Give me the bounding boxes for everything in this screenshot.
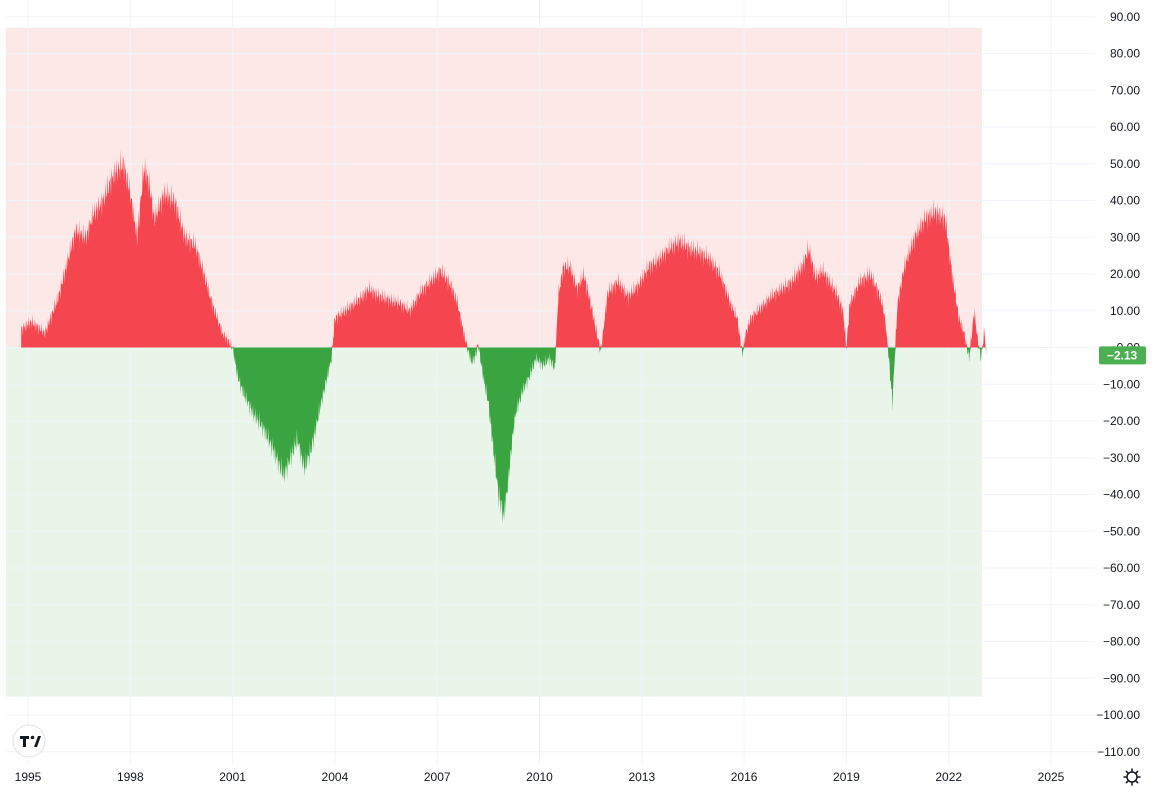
x-tick-label: 2016 [731,770,758,784]
series-positive-area [21,149,987,348]
last-value-label: −2.13 [1107,348,1138,362]
tradingview-logo[interactable] [12,724,46,758]
y-tick-label: −10.00 [1103,377,1140,391]
last-value-marker: −2.13 [1099,346,1146,365]
x-tick-label: 2019 [833,770,860,784]
x-tick-label: 2001 [219,770,246,784]
x-tick-label: 1995 [15,770,42,784]
y-axis: 90.00 80.00 70.00 60.00 50.00 40.00 30.00 20.00… [1096,10,1140,759]
y-tick-label: 30.00 [1110,230,1140,244]
y-tick-label: −30.00 [1103,451,1140,465]
y-tick-label: 40.00 [1110,194,1140,208]
plot-area [21,149,987,525]
y-tick-label: 50.00 [1110,157,1140,171]
x-tick-label: 2010 [526,770,553,784]
y-tick-label: 70.00 [1110,83,1140,97]
x-tick-label: 2025 [1038,770,1065,784]
y-tick-label: −60.00 [1103,561,1140,575]
y-tick-label: −100.00 [1096,708,1140,722]
series-negative-area [21,347,987,525]
y-tick-label: −90.00 [1103,671,1140,685]
y-tick-label: −50.00 [1103,524,1140,538]
y-tick-label: −70.00 [1103,598,1140,612]
y-tick-label: 90.00 [1110,10,1140,24]
y-tick-label: 10.00 [1110,304,1140,318]
y-tick-label: −20.00 [1103,414,1140,428]
y-tick-label: 60.00 [1110,120,1140,134]
y-tick-label: −110.00 [1097,745,1140,759]
y-tick-label: −40.00 [1103,488,1140,502]
y-tick-label: 80.00 [1110,47,1140,61]
gear-icon[interactable] [1123,768,1141,786]
x-axis: 1995 1998 2001 2004 2007 2010 2013 2016 2019 2022… [15,770,1065,784]
x-tick-label: 1998 [117,770,144,784]
x-tick-label: 2004 [322,770,349,784]
y-tick-label: −80.00 [1103,635,1140,649]
y-tick-label: 20.00 [1110,267,1140,281]
last-value-badge [1099,346,1146,365]
x-tick-label: 2013 [628,770,655,784]
x-tick-label: 2022 [935,770,962,784]
x-tick-label: 2007 [424,770,451,784]
